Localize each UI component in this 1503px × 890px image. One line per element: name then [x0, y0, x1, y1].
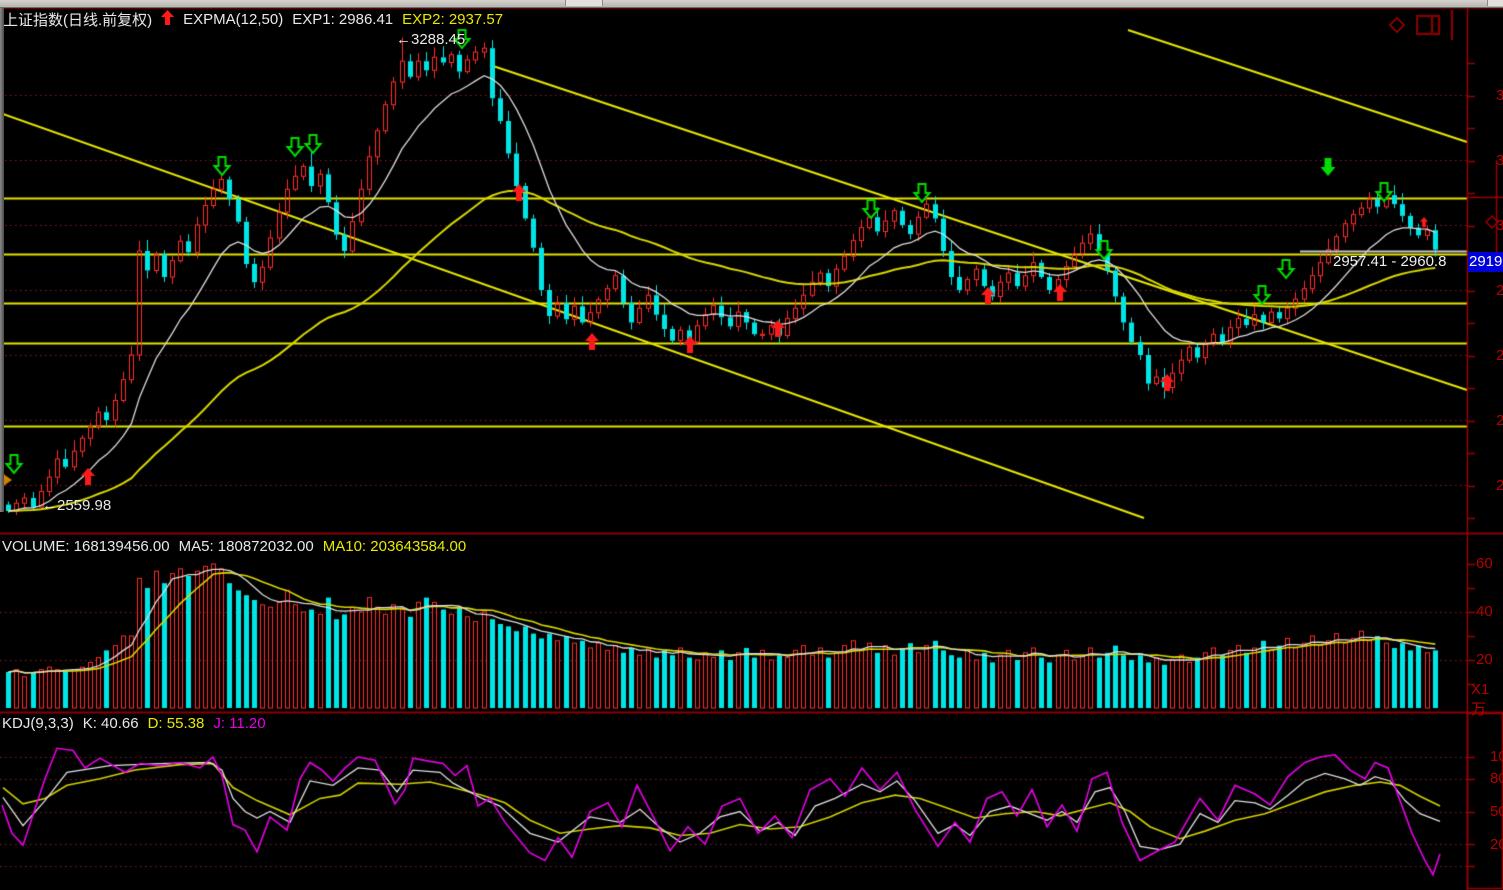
range-price-label: 2957.41 - 2960.8: [1333, 253, 1447, 270]
peak-price-label: ←3288.45: [396, 31, 466, 48]
volume-value: VOLUME: 168139456.00: [2, 538, 170, 555]
volume-axis-unit: X1万: [1471, 681, 1490, 718]
diamond-icon[interactable]: [1386, 14, 1408, 41]
volume-header: VOLUME: 168139456.00 MA5: 180872032.00 M…: [2, 538, 466, 555]
kdj-axis-label: 100: [1490, 748, 1503, 765]
strip-notch: [1487, 0, 1503, 6]
low-price-label: ←2559.98: [42, 497, 112, 514]
kdj-axis-label: 20: [1490, 836, 1503, 853]
kdj-k-value: K: 40.66: [82, 715, 139, 732]
volume-ma10-value: MA10: 203643584.00: [322, 538, 467, 555]
kdj-j-value: J: 11.20: [213, 715, 266, 732]
volume-axis-label: 60: [1476, 555, 1493, 572]
exp2-value: EXP2: 2937.57: [402, 11, 504, 28]
price-axis-label: 2800: [1496, 347, 1503, 364]
last-price-tag: 2919: [1468, 252, 1503, 272]
price-axis-label: 2900: [1496, 282, 1503, 299]
main-indicator-header: 上证指数(日线.前复权) EXPMA(12,50) EXP1: 2986.41 …: [3, 9, 503, 30]
exp1-value: EXP1: 2986.41: [292, 11, 394, 28]
strip-notch: [565, 0, 603, 6]
price-axis-label: 3100: [1496, 152, 1503, 169]
kdj-axis-label: 80: [1490, 770, 1503, 787]
price-axis-label: 2600: [1496, 477, 1503, 494]
corner-icons: [1386, 10, 1454, 45]
window-edge-left: [0, 8, 4, 512]
window-pane-icon[interactable]: [1415, 14, 1442, 41]
window-edge-strip: [0, 0, 1503, 8]
kdj-name: KDJ(9,3,3): [2, 715, 74, 732]
symbol-title: 上证指数(日线.前复权): [3, 12, 153, 29]
up-arrow-icon: [161, 10, 175, 29]
price-axis-label: 3000: [1496, 217, 1503, 234]
kdj-d-value: D: 55.38: [147, 715, 205, 732]
volume-axis-label: 20: [1476, 651, 1493, 668]
volume-axis-label: 40: [1476, 603, 1493, 620]
divider-bar-icon: [1450, 10, 1454, 45]
price-axis-label: 2700: [1496, 412, 1503, 429]
kdj-axis-label: 50: [1490, 803, 1503, 820]
price-axis-label: 3200: [1496, 87, 1503, 104]
volume-ma5-value: MA5: 180872032.00: [178, 538, 314, 555]
indicator-name: EXPMA(12,50): [183, 11, 284, 28]
kdj-header: KDJ(9,3,3) K: 40.66 D: 55.38 J: 11.20: [2, 715, 266, 732]
